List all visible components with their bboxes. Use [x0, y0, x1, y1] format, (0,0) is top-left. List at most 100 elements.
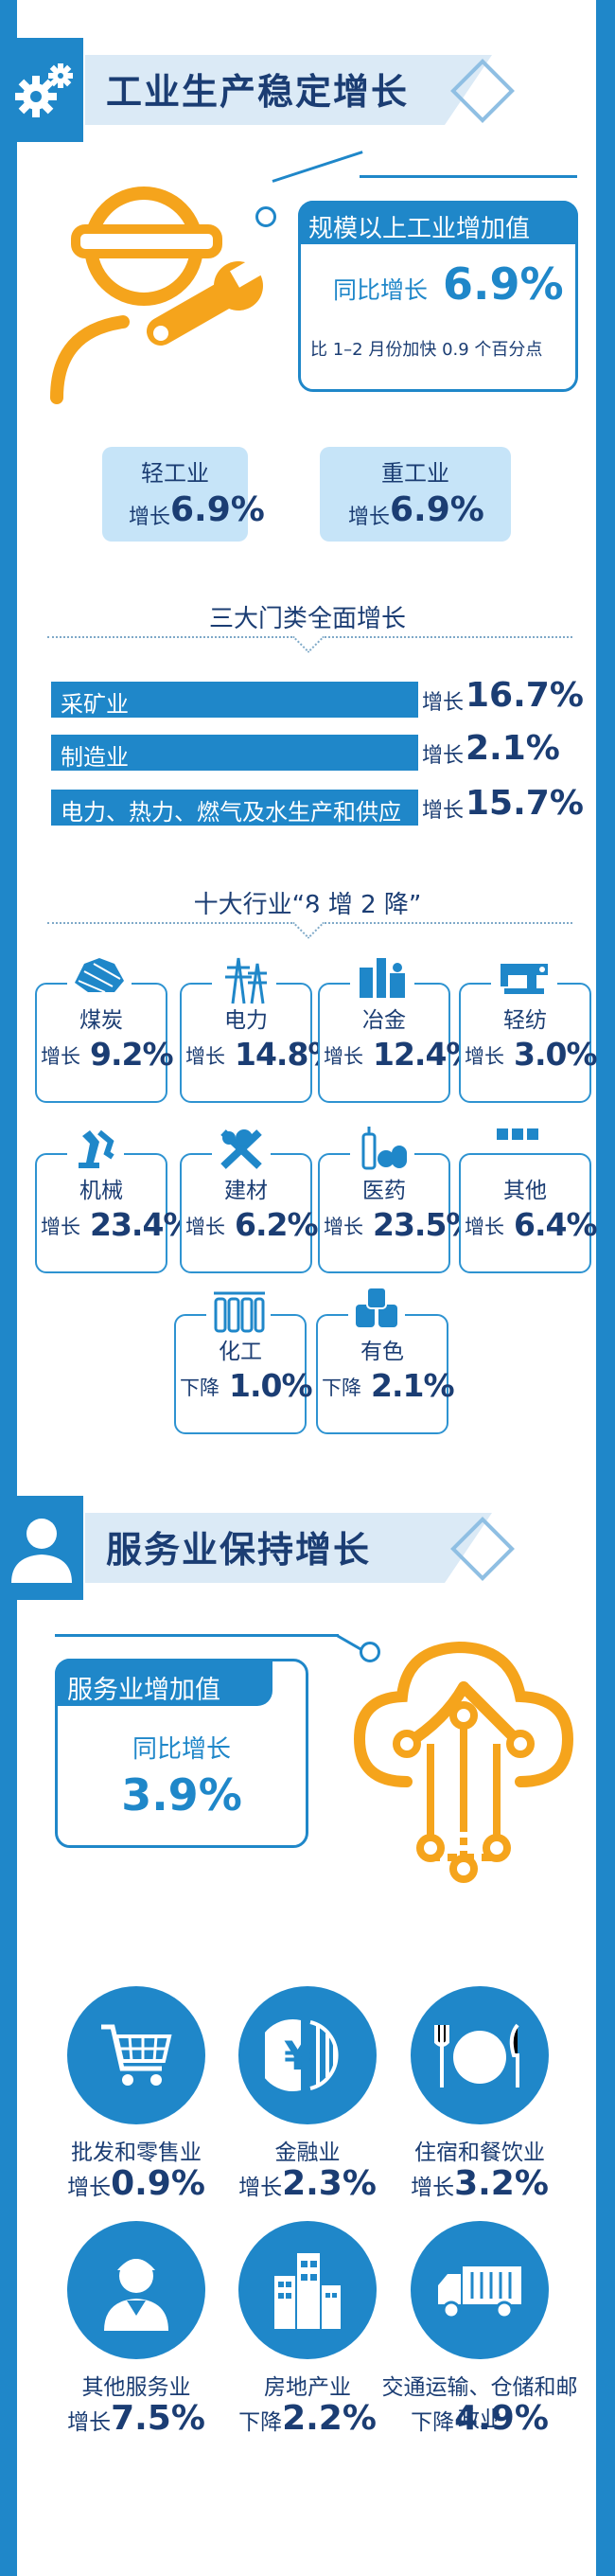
- industry-name: 医药: [362, 1179, 406, 1203]
- sector-label: 下降: [238, 2410, 283, 2435]
- shopping-cart-icon: [67, 1986, 205, 2124]
- sector-change: 增长0.9%: [32, 2164, 240, 2203]
- industry-label: 增长: [324, 1216, 363, 1238]
- yen-coin-icon: ¥: [238, 1986, 377, 2124]
- section-title: 工业生产稳定增长: [106, 71, 410, 113]
- card-value: 6.9%: [390, 490, 484, 529]
- cloud-network-icon: [341, 1621, 587, 1905]
- heavy-industry-card: 重工业 增长 6.9%: [320, 447, 511, 542]
- sector-value: 0.9%: [111, 2164, 205, 2203]
- sector-label: 增长: [67, 2410, 112, 2435]
- category-label: 增长: [422, 691, 465, 715]
- sector-value: 2.2%: [282, 2399, 377, 2438]
- industry-card: 冶金 增长 12.4%: [318, 983, 477, 1103]
- industry-card: 煤炭 增长 9.2%: [35, 983, 174, 1103]
- sector-name: 金融业: [274, 2141, 341, 2165]
- medicine-icon: [350, 1125, 414, 1176]
- industry-label: 增长: [41, 1045, 80, 1068]
- industry-card: 轻纺 增长 3.0%: [459, 983, 598, 1103]
- industry-value: 1.0%: [229, 1367, 313, 1404]
- industry-name: 机械: [79, 1179, 123, 1203]
- connector-dot: [360, 1642, 380, 1662]
- sector-change: 下降2.2%: [203, 2399, 412, 2438]
- sector-change: 增长3.2%: [376, 2164, 584, 2203]
- category-bar-manufacturing: 制造业: [51, 735, 418, 771]
- category-bar-utilities: 电力、热力、燃气及水生产和供应业: [51, 790, 418, 859]
- industry-label: 增长: [465, 1045, 504, 1068]
- card-name: 重工业: [381, 460, 449, 487]
- sector-circle: [238, 2221, 377, 2359]
- industry-label: 增长: [465, 1216, 504, 1238]
- sector-label: 增长: [67, 2176, 112, 2200]
- sector-change: 增长7.5%: [32, 2399, 240, 2438]
- dining-icon: [411, 1986, 549, 2124]
- svg-text:¥: ¥: [284, 2033, 311, 2079]
- headline-card-industry: 规模以上工业增加值 同比增长 6.9% 比 1–2 月份加快 0.9 个百分点: [298, 201, 578, 392]
- headline-change-label: 同比增长: [132, 1735, 231, 1764]
- headline-change-value: 3.9%: [121, 1769, 242, 1821]
- gears-icon: [0, 38, 83, 142]
- sector-value: 4.9%: [454, 2399, 549, 2438]
- sector-label: 增长: [411, 2176, 455, 2200]
- sector-circle: [411, 2221, 549, 2359]
- worker-icon: [67, 2221, 205, 2359]
- sector-name: 其他服务业: [81, 2375, 191, 2400]
- category-bar-mining: 采矿业: [51, 682, 418, 718]
- connector-line-top: [55, 1634, 339, 1637]
- buildings-icon: [238, 2221, 377, 2359]
- section-banner-services: 服务业保持增长: [0, 1496, 615, 1600]
- dots-icon: [491, 1125, 544, 1147]
- headline-note: 比 1–2 月份加快 0.9 个百分点: [310, 340, 543, 360]
- industry-value: 6.2%: [235, 1206, 319, 1243]
- sector-name: 批发和零售业: [71, 2141, 202, 2165]
- connector-line-top: [360, 175, 577, 178]
- industry-card: 医药 增长 23.5%: [318, 1153, 477, 1273]
- headline-label: 服务业增加值: [67, 1676, 220, 1705]
- headline-card-services: 服务业增加值 同比增长 3.9%: [55, 1659, 308, 1848]
- card-label: 增长: [129, 506, 171, 529]
- chemical-icon: [206, 1286, 271, 1339]
- sector-value: 3.2%: [454, 2164, 549, 2203]
- headline-change-label: 同比增长: [333, 276, 429, 304]
- industry-label: 增长: [185, 1216, 225, 1238]
- category-value: 16.7%: [466, 676, 584, 715]
- industry-value: 23.4%: [90, 1206, 194, 1243]
- sector-label: 增长: [238, 2176, 283, 2200]
- power-tower-icon: [212, 954, 276, 1009]
- sector-name: 交通运输、仓储和邮政业: [381, 2375, 578, 2432]
- page-background: [17, 0, 596, 2576]
- industry-name: 化工: [219, 1340, 262, 1364]
- sector-value: 2.3%: [282, 2164, 377, 2203]
- worker-wrench-icon: [38, 170, 303, 407]
- industry-name: 建材: [224, 1179, 268, 1203]
- industry-value: 6.4%: [514, 1206, 598, 1243]
- category-value: 15.7%: [466, 784, 584, 823]
- card-label: 增长: [348, 506, 391, 529]
- industry-value: 2.1%: [371, 1367, 455, 1404]
- robot-arm-icon: [67, 1125, 124, 1176]
- category-label: 增长: [422, 799, 465, 823]
- industry-name: 有色: [360, 1340, 404, 1364]
- sector-name: 房地产业: [264, 2375, 351, 2400]
- category-value: 2.1%: [466, 729, 560, 768]
- sector-change: 下降4.9%: [376, 2399, 584, 2438]
- industry-name: 煤炭: [79, 1008, 123, 1033]
- industry-name: 冶金: [362, 1008, 406, 1033]
- sewing-machine-icon: [491, 954, 557, 1002]
- industry-label: 增长: [185, 1045, 225, 1068]
- metal-ingot-icon: [348, 1286, 405, 1335]
- industry-label: 下降: [322, 1377, 361, 1399]
- section-title: 服务业保持增长: [106, 1529, 372, 1571]
- sector-circle: ¥: [238, 1986, 377, 2124]
- sector-circle: [67, 2221, 205, 2359]
- section-banner-industry: 工业生产稳定增长: [0, 38, 615, 142]
- truck-icon: [411, 2221, 549, 2359]
- card-name: 轻工业: [141, 460, 209, 487]
- card-value: 6.9%: [170, 490, 265, 529]
- connector-dot: [255, 206, 276, 227]
- sector-circle: [411, 1986, 549, 2124]
- headline-label: 规模以上工业增加值: [308, 215, 531, 243]
- industry-name: 电力: [224, 1008, 268, 1033]
- sector-circle: [67, 1986, 205, 2124]
- sector-change: 增长2.3%: [203, 2164, 412, 2203]
